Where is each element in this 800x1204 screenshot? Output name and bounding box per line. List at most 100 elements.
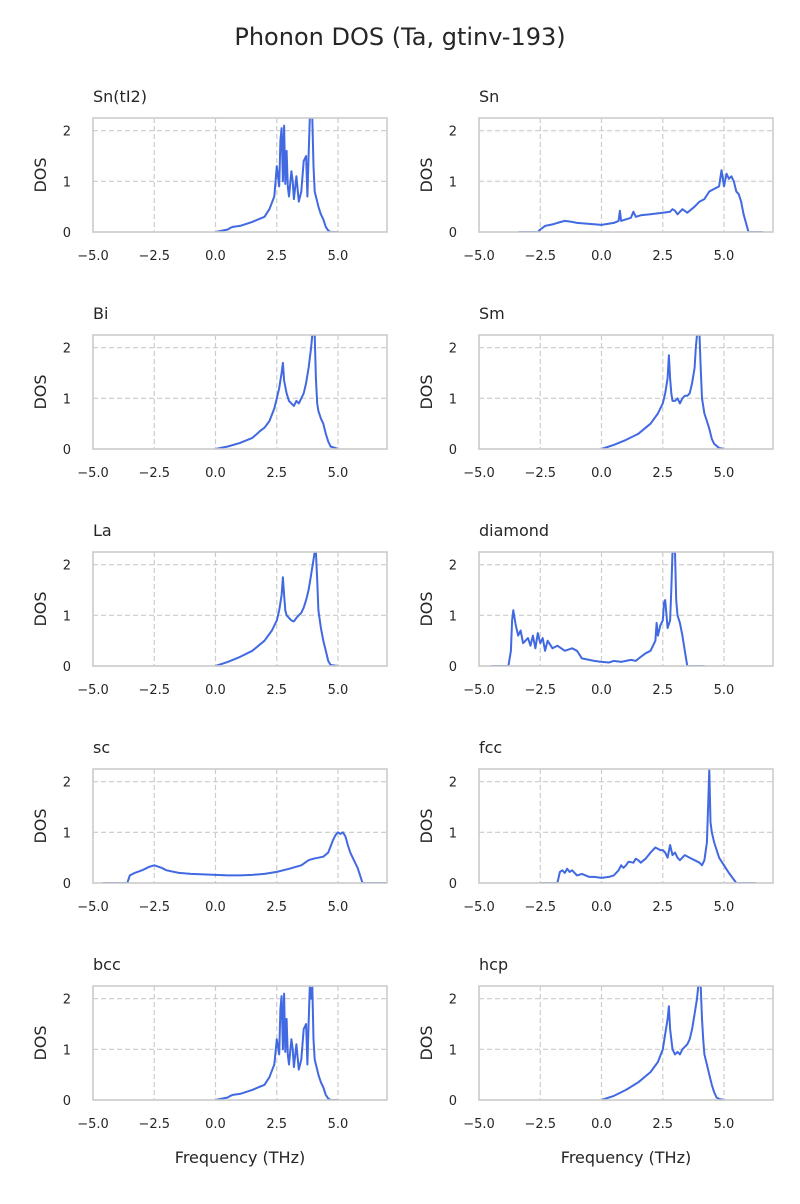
x-tick-label: −2.5 xyxy=(138,466,170,481)
x-tick-label: 5.0 xyxy=(714,249,735,264)
dos-series-line xyxy=(215,335,339,449)
x-tick-label: 2.5 xyxy=(652,1117,673,1132)
y-tick-label: 1 xyxy=(449,175,457,190)
dos-series-line xyxy=(215,118,338,232)
y-tick-label: 2 xyxy=(449,559,457,574)
y-tick-label: 1 xyxy=(63,392,71,407)
x-tick-label: −2.5 xyxy=(524,466,556,481)
x-tick-label: 5.0 xyxy=(328,900,349,915)
y-tick-label: 1 xyxy=(449,609,457,624)
y-tick-label: 0 xyxy=(63,1094,71,1109)
dos-series-line xyxy=(491,552,705,666)
plot-area xyxy=(479,552,773,666)
x-tick-label: 0.0 xyxy=(205,249,226,264)
y-tick-label: 2 xyxy=(449,776,457,791)
subplot-4: −5.0 −2.5 0.0 2.5 5.0 0 1 2 La DOS xyxy=(31,521,388,698)
x-tick-label: −5.0 xyxy=(77,900,109,915)
x-tick-label: 2.5 xyxy=(266,1117,287,1132)
plot-area xyxy=(479,118,773,232)
plot-area xyxy=(479,986,773,1100)
subplot-title: La xyxy=(93,521,112,540)
subplot-6: −5.0 −2.5 0.0 2.5 5.0 0 1 2 sc DOS xyxy=(31,738,388,915)
y-tick-label: 0 xyxy=(449,443,457,458)
y-tick-label: 2 xyxy=(63,993,71,1008)
y-tick-label: 2 xyxy=(63,125,71,140)
subplot-title: Bi xyxy=(93,304,108,323)
subplot-2: −5.0 −2.5 0.0 2.5 5.0 0 1 2 Bi DOS xyxy=(31,304,388,481)
y-axis-label: DOS xyxy=(417,591,436,626)
x-tick-label: 0.0 xyxy=(205,683,226,698)
x-tick-label: −2.5 xyxy=(524,683,556,698)
x-tick-label: −5.0 xyxy=(463,683,495,698)
y-tick-label: 2 xyxy=(449,125,457,140)
x-tick-label: 0.0 xyxy=(591,683,612,698)
x-tick-label: 0.0 xyxy=(591,900,612,915)
x-tick-label: 5.0 xyxy=(714,683,735,698)
y-axis-label: DOS xyxy=(417,808,436,843)
x-tick-label: 0.0 xyxy=(591,249,612,264)
subplot-5: −5.0 −2.5 0.0 2.5 5.0 0 1 2 diamond DOS xyxy=(417,521,774,698)
plot-area xyxy=(93,986,387,1100)
y-axis-label: DOS xyxy=(31,591,50,626)
subplot-grid: −5.0 −2.5 0.0 2.5 5.0 0 1 2 Sn(tI2) DOS −5.0 −2.5 0.… xyxy=(31,87,774,1167)
x-tick-label: 5.0 xyxy=(714,1117,735,1132)
y-tick-label: 1 xyxy=(63,826,71,841)
x-axis-label: Frequency (THz) xyxy=(561,1148,691,1167)
x-tick-label: 5.0 xyxy=(328,683,349,698)
y-tick-label: 0 xyxy=(449,660,457,675)
axes-frame xyxy=(92,768,388,884)
axes-frame xyxy=(478,985,774,1101)
x-tick-label: 0.0 xyxy=(591,1117,612,1132)
subplot-7: −5.0 −2.5 0.0 2.5 5.0 0 1 2 fcc DOS xyxy=(417,738,774,915)
x-tick-label: −5.0 xyxy=(77,249,109,264)
y-tick-label: 1 xyxy=(63,1043,71,1058)
x-tick-label: 5.0 xyxy=(328,1117,349,1132)
x-tick-label: 2.5 xyxy=(652,683,673,698)
dos-series-line xyxy=(601,335,725,449)
y-tick-label: 1 xyxy=(449,392,457,407)
dos-series-line xyxy=(601,986,725,1100)
y-axis-label: DOS xyxy=(31,374,50,409)
y-axis-label: DOS xyxy=(417,374,436,409)
subplot-1: −5.0 −2.5 0.0 2.5 5.0 0 1 2 Sn DOS xyxy=(417,87,774,264)
x-tick-label: 5.0 xyxy=(328,249,349,264)
subplot-8: −5.0 −2.5 0.0 2.5 5.0 0 1 2 bcc DOS Frequency (THz… xyxy=(31,955,388,1167)
x-tick-label: 5.0 xyxy=(714,466,735,481)
axes-frame xyxy=(92,985,388,1101)
x-tick-label: 5.0 xyxy=(328,466,349,481)
x-tick-label: 2.5 xyxy=(652,466,673,481)
y-tick-label: 2 xyxy=(63,776,71,791)
x-tick-label: −5.0 xyxy=(463,1117,495,1132)
x-tick-label: 2.5 xyxy=(266,900,287,915)
plot-area xyxy=(93,552,387,666)
x-tick-label: −2.5 xyxy=(524,1117,556,1132)
x-tick-label: −2.5 xyxy=(138,900,170,915)
x-axis-label: Frequency (THz) xyxy=(175,1148,305,1167)
figure-title: Phonon DOS (Ta, gtinv-193) xyxy=(234,23,565,51)
subplot-title: hcp xyxy=(479,955,508,974)
x-tick-label: −2.5 xyxy=(524,900,556,915)
y-tick-label: 2 xyxy=(449,993,457,1008)
x-tick-label: 2.5 xyxy=(266,249,287,264)
y-tick-label: 1 xyxy=(449,826,457,841)
subplot-title: Sn xyxy=(479,87,499,106)
axes-frame xyxy=(478,334,774,450)
y-axis-label: DOS xyxy=(417,157,436,192)
y-tick-label: 2 xyxy=(63,342,71,357)
x-tick-label: −5.0 xyxy=(77,1117,109,1132)
y-tick-label: 0 xyxy=(449,226,457,241)
y-tick-label: 1 xyxy=(63,175,71,190)
x-tick-label: 5.0 xyxy=(714,900,735,915)
subplot-9: −5.0 −2.5 0.0 2.5 5.0 0 1 2 hcp DOS Frequency (THz… xyxy=(417,955,774,1167)
y-tick-label: 2 xyxy=(449,342,457,357)
y-axis-label: DOS xyxy=(31,157,50,192)
plot-area xyxy=(479,335,773,449)
y-tick-label: 0 xyxy=(63,660,71,675)
y-tick-label: 0 xyxy=(63,877,71,892)
dos-series-line xyxy=(102,831,387,883)
subplot-title: diamond xyxy=(479,521,549,540)
x-tick-label: 0.0 xyxy=(205,466,226,481)
y-axis-label: DOS xyxy=(31,1025,50,1060)
